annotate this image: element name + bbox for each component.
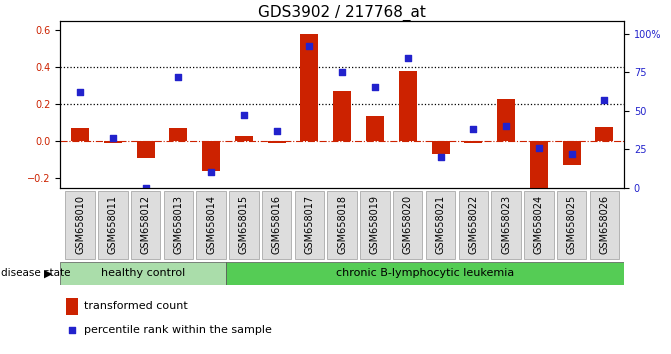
Text: GSM658024: GSM658024 — [534, 195, 544, 255]
Point — [403, 55, 413, 61]
FancyBboxPatch shape — [491, 191, 521, 259]
Bar — [66, 298, 79, 314]
Text: GSM658025: GSM658025 — [566, 195, 576, 255]
Point — [173, 74, 184, 80]
Bar — [595, 127, 613, 141]
Text: GSM658022: GSM658022 — [468, 195, 478, 255]
FancyBboxPatch shape — [393, 191, 423, 259]
FancyBboxPatch shape — [557, 191, 586, 259]
Point — [566, 151, 577, 156]
Point — [468, 126, 478, 132]
Point — [435, 154, 446, 160]
Text: GSM658023: GSM658023 — [501, 195, 511, 255]
Text: GSM658026: GSM658026 — [599, 195, 609, 255]
FancyBboxPatch shape — [426, 191, 455, 259]
Point — [74, 89, 85, 95]
Point — [370, 85, 380, 90]
FancyBboxPatch shape — [458, 191, 488, 259]
FancyBboxPatch shape — [164, 191, 193, 259]
Bar — [366, 115, 384, 141]
FancyBboxPatch shape — [327, 191, 357, 259]
Text: ▶: ▶ — [44, 268, 52, 279]
FancyBboxPatch shape — [262, 191, 291, 259]
Text: GSM658011: GSM658011 — [108, 195, 118, 254]
FancyBboxPatch shape — [524, 191, 554, 259]
Text: GSM658012: GSM658012 — [141, 195, 150, 255]
FancyBboxPatch shape — [131, 191, 160, 259]
Text: GSM658018: GSM658018 — [338, 195, 347, 254]
Text: GSM658013: GSM658013 — [173, 195, 183, 254]
Point — [599, 97, 610, 103]
Point — [140, 185, 151, 190]
Bar — [497, 99, 515, 141]
Text: GSM658019: GSM658019 — [370, 195, 380, 254]
Bar — [226, 262, 624, 285]
Bar — [562, 141, 580, 165]
Title: GDS3902 / 217768_at: GDS3902 / 217768_at — [258, 5, 426, 21]
Bar — [530, 141, 548, 189]
Bar — [333, 91, 351, 141]
Point — [206, 169, 217, 175]
FancyBboxPatch shape — [229, 191, 258, 259]
Bar — [169, 129, 187, 141]
FancyBboxPatch shape — [360, 191, 390, 259]
Point — [271, 128, 282, 133]
Text: disease state: disease state — [1, 268, 71, 279]
FancyBboxPatch shape — [590, 191, 619, 259]
Text: GSM658020: GSM658020 — [403, 195, 413, 255]
FancyBboxPatch shape — [295, 191, 324, 259]
Bar — [137, 141, 154, 158]
Bar — [202, 141, 220, 171]
Bar — [60, 262, 226, 285]
Point — [533, 145, 544, 150]
Text: healthy control: healthy control — [101, 268, 185, 279]
Point — [67, 327, 78, 332]
Text: transformed count: transformed count — [84, 301, 188, 311]
Text: chronic B-lymphocytic leukemia: chronic B-lymphocytic leukemia — [336, 268, 514, 279]
Bar — [104, 141, 122, 143]
FancyBboxPatch shape — [65, 191, 95, 259]
Text: GSM658010: GSM658010 — [75, 195, 85, 254]
Bar — [268, 141, 286, 143]
Text: GSM658017: GSM658017 — [305, 195, 315, 255]
FancyBboxPatch shape — [197, 191, 226, 259]
Point — [238, 112, 249, 118]
Text: GSM658015: GSM658015 — [239, 195, 249, 255]
Point — [107, 136, 118, 141]
Text: GSM658021: GSM658021 — [435, 195, 446, 255]
Point — [337, 69, 348, 75]
Bar — [71, 129, 89, 141]
FancyBboxPatch shape — [98, 191, 127, 259]
Bar — [399, 71, 417, 141]
Bar — [301, 34, 319, 141]
Bar — [431, 141, 450, 154]
Bar — [235, 136, 253, 141]
Text: GSM658014: GSM658014 — [206, 195, 216, 254]
Bar — [464, 141, 482, 143]
Text: GSM658016: GSM658016 — [272, 195, 282, 254]
Point — [304, 43, 315, 49]
Text: percentile rank within the sample: percentile rank within the sample — [84, 325, 272, 335]
Point — [501, 123, 511, 129]
